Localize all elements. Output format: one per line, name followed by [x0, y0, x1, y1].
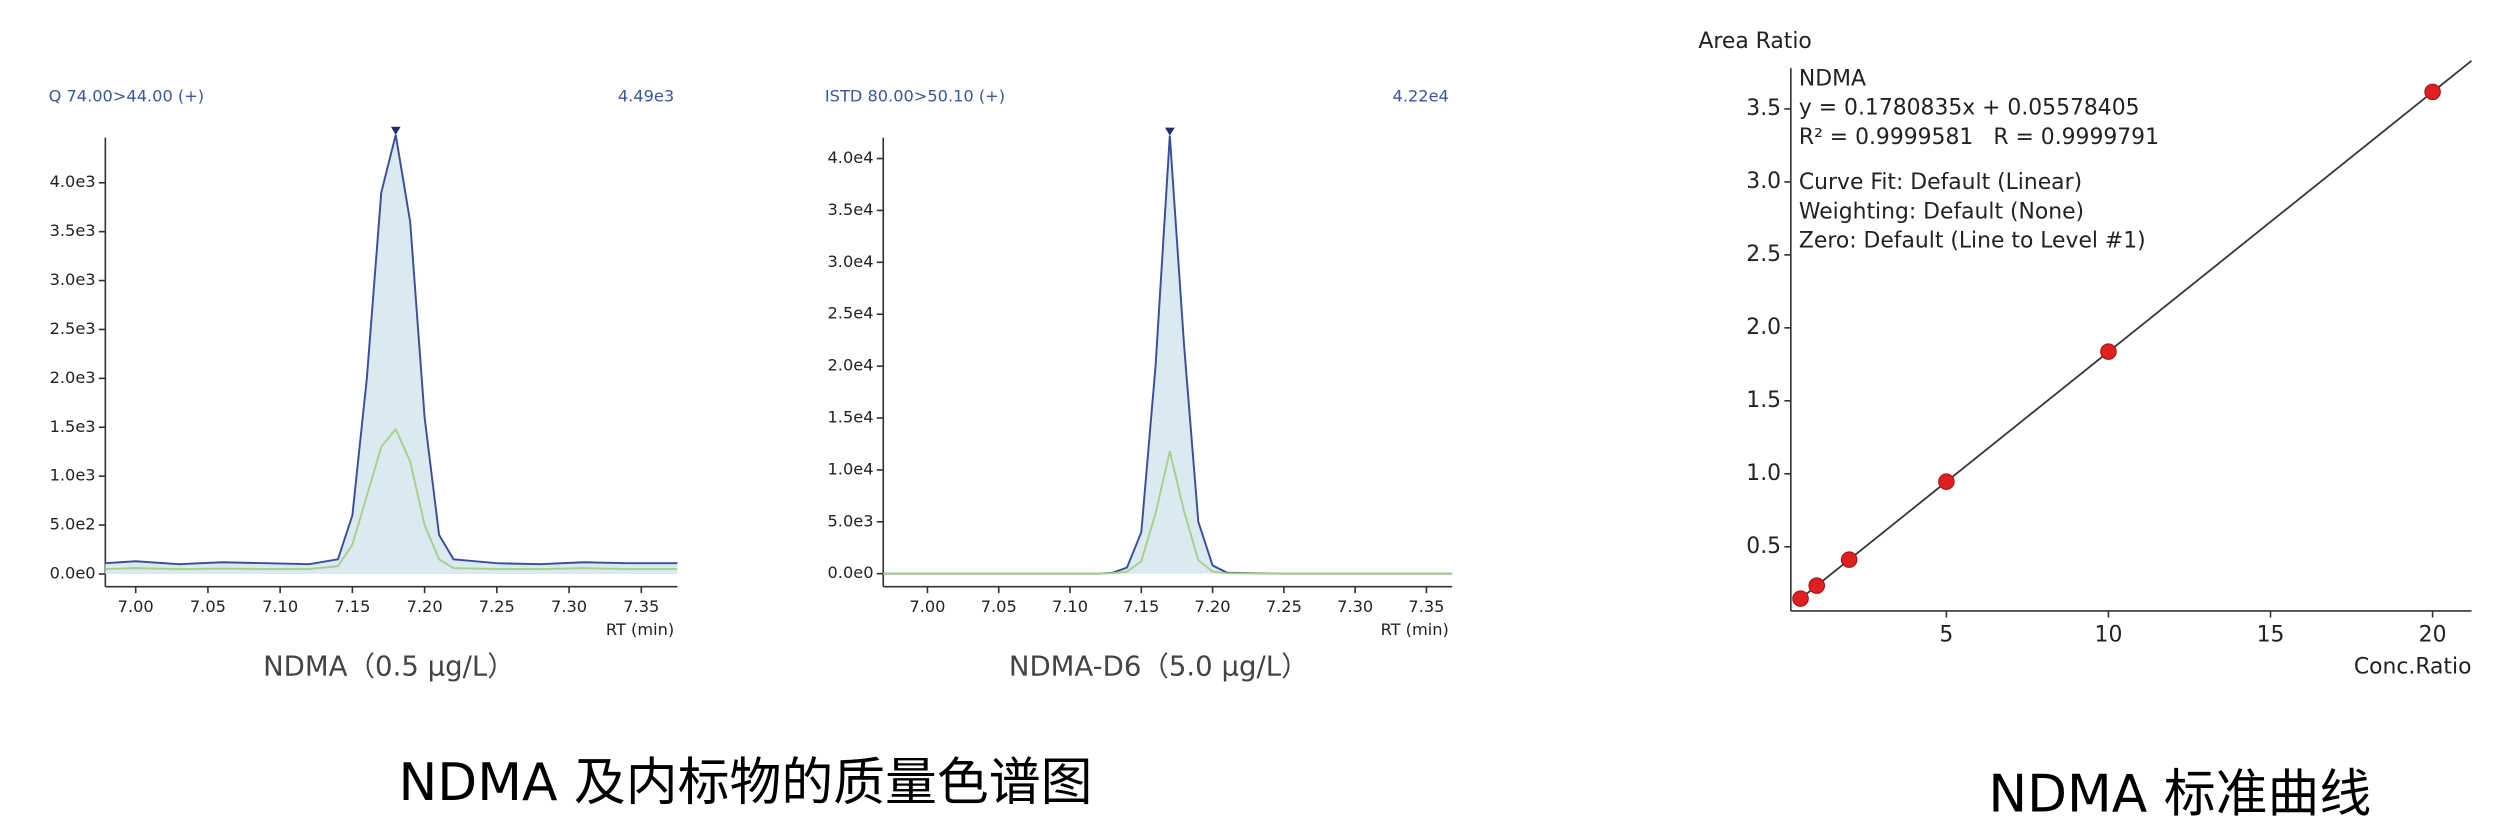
line [105, 134, 678, 566]
peak-marker [1164, 127, 1175, 136]
header-right: 4.49e3 [618, 87, 674, 106]
y-tick-label: 5.0e2 [50, 515, 96, 534]
x-tick-label: 7.15 [1123, 597, 1159, 616]
y-tick-label: 3.0e3 [50, 270, 96, 289]
y-tick-label: 2.0e3 [50, 368, 96, 387]
point [1840, 551, 1858, 568]
x-tick-label: 7.30 [1337, 597, 1373, 616]
y-tick-label: 3.5 [1746, 96, 1781, 121]
x-tick-label: 7.30 [551, 597, 587, 616]
x-axis-label: Conc.Ratio [2354, 655, 2472, 680]
annotation: Curve Fit: Default (Linear) [1799, 170, 2082, 195]
y-tick-label: 0.0e0 [828, 563, 874, 582]
y-tick-label: 2.5e3 [50, 319, 96, 338]
x-axis-label: RT (min) [1381, 620, 1449, 639]
annotation: y = 0.1780835x + 0.05578405 [1799, 96, 2140, 121]
x-tick-label: 7.05 [190, 597, 226, 616]
x-tick-label: 5 [1939, 622, 1953, 647]
y-tick-label: 3.0 [1746, 169, 1781, 194]
x-tick-label: 7.20 [407, 597, 443, 616]
chart-caption: NDMA（0.5 μg/L） [263, 651, 515, 683]
x-tick-label: 7.35 [1408, 597, 1444, 616]
annotation: R² = 0.9999581 [1799, 125, 1973, 150]
point [1808, 577, 1826, 594]
caption: NDMA 标准曲线 [1988, 764, 2371, 824]
x-tick-label: 7.00 [118, 597, 154, 616]
x-tick-label: 7.10 [1052, 597, 1088, 616]
y-tick-label: 0.0e0 [50, 563, 96, 582]
line [105, 427, 678, 571]
area-fill [883, 135, 1453, 574]
header-left: Q 74.00>44.00 (+) [49, 87, 204, 106]
y-tick-label: 1.5e4 [828, 408, 874, 427]
area-fill [105, 134, 678, 574]
peak-marker [390, 126, 401, 135]
annotation: Weighting: Default (None) [1799, 199, 2084, 224]
y-tick-label: 2.5 [1746, 242, 1781, 267]
annotation: NDMA [1799, 66, 1866, 91]
point [1792, 590, 1809, 607]
y-tick-label: 0.5 [1746, 534, 1781, 559]
y-tick-label: 4.0e4 [828, 148, 874, 167]
annotation: R = 0.9999791 [1993, 125, 2159, 150]
x-tick-label: 20 [2419, 622, 2447, 647]
y-tick-label: 3.0e4 [828, 252, 874, 271]
y-tick-label: 1.5 [1746, 388, 1781, 413]
x-tick-label: 7.15 [334, 597, 370, 616]
x-tick-label: 7.25 [479, 597, 515, 616]
fit-line [1793, 60, 2473, 605]
x-tick-label: 7.05 [981, 597, 1017, 616]
y-tick-label: 2.0 [1746, 315, 1781, 340]
y-tick-label: 1.0 [1746, 461, 1781, 486]
y-tick-label: 1.0e3 [50, 466, 96, 485]
point [2100, 343, 2117, 360]
line [883, 451, 1453, 575]
y-tick-label: 3.5e3 [50, 221, 96, 240]
x-tick-label: 7.00 [909, 597, 945, 616]
header-left: ISTD 80.00>50.10 (+) [825, 87, 1005, 106]
annotation: Zero: Default (Line to Level #1) [1799, 228, 2146, 253]
y-tick-label: 3.5e4 [828, 200, 874, 219]
y-tick-label: 4.0e3 [50, 172, 96, 191]
x-axis-label: RT (min) [606, 620, 674, 639]
y-axis-label: Area Ratio [1698, 29, 1811, 54]
point [2424, 83, 2441, 101]
x-tick-label: 7.10 [262, 597, 298, 616]
point [1938, 473, 1955, 490]
x-tick-label: 7.25 [1266, 597, 1302, 616]
caption: NDMA 及内标物的质量色谱图 [398, 753, 1092, 813]
y-tick-label: 5.0e3 [828, 511, 874, 530]
x-tick-label: 7.35 [623, 597, 659, 616]
chart-caption: NDMA-D6（5.0 μg/L） [1009, 651, 1309, 683]
y-tick-label: 2.0e4 [828, 356, 874, 375]
y-tick-label: 1.0e4 [828, 459, 874, 478]
x-tick-label: 10 [2095, 622, 2123, 647]
y-tick-label: 1.5e3 [50, 417, 96, 436]
x-tick-label: 7.20 [1195, 597, 1231, 616]
x-tick-label: 15 [2257, 622, 2285, 647]
y-tick-label: 2.5e4 [828, 304, 874, 323]
header-right: 4.22e4 [1393, 87, 1449, 106]
